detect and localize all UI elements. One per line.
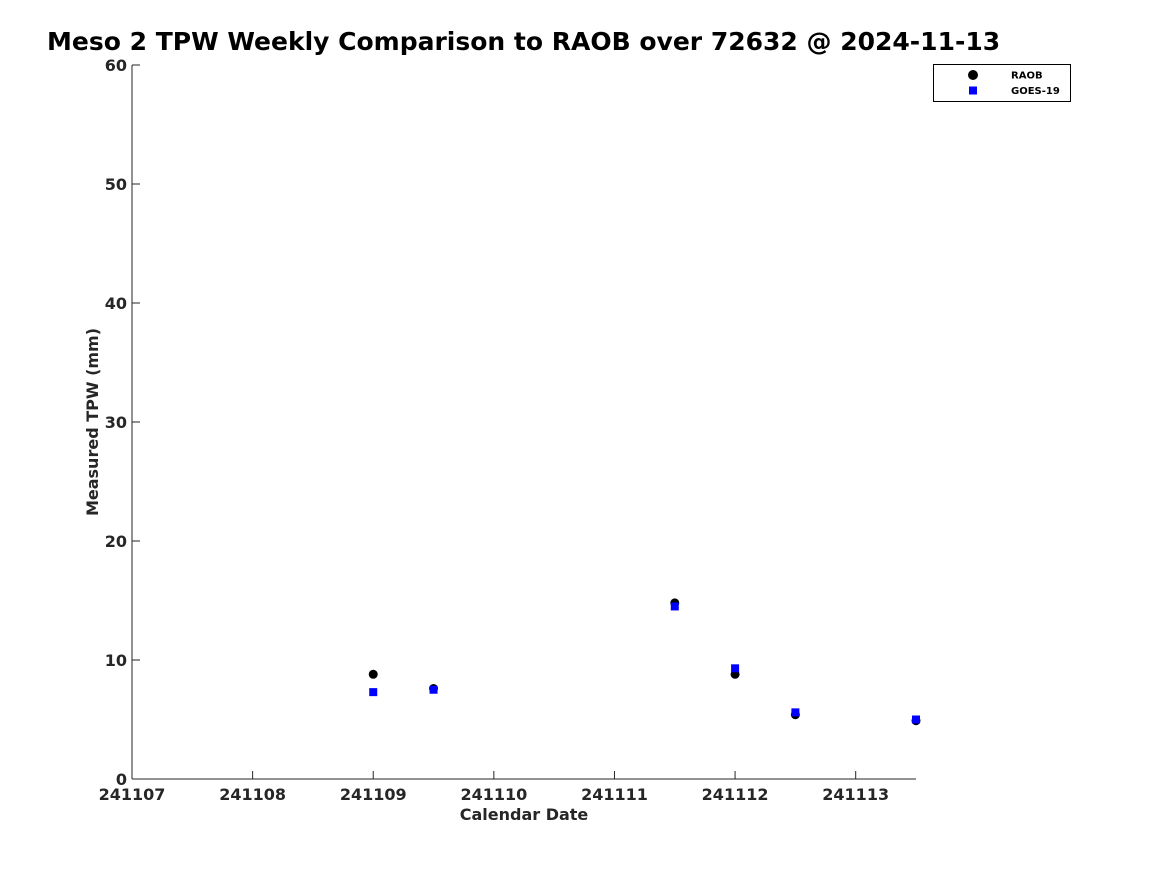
y-tick-label: 40 [105,294,127,313]
goes-19-point [429,685,438,694]
legend-marker-raob [968,70,978,80]
y-tick-label: 20 [105,532,127,551]
x-tick-label: 241112 [702,785,769,804]
legend-marker-goes-19 [969,86,977,95]
data-points [368,598,921,726]
goes-19-point [670,602,679,611]
goes-19-point [731,664,740,673]
y-tick-label: 0 [116,770,127,789]
y-axis-label: Measured TPW (mm) [83,328,102,516]
y-tick-label: 30 [105,413,127,432]
goes-19-point [912,715,920,724]
x-tick-label: 241111 [581,785,648,804]
chart-title: Meso 2 TPW Weekly Comparison to RAOB ove… [47,27,1001,56]
legend-label-raob: RAOB [1011,71,1043,82]
legend: RAOB GOES-19 [933,64,1071,102]
y-tick-label: 50 [105,175,127,194]
x-tick-label: 241110 [460,785,527,804]
legend-label-goes-19: GOES-19 [1011,86,1060,97]
y-tick-label: 60 [105,56,127,75]
raob-point [368,669,378,679]
y-tick-label: 10 [105,651,127,670]
axes: 0 10 20 30 40 50 60 241107 241108 241109 241110 241… [83,56,916,824]
legend-box [933,64,1071,102]
x-tick-label: 241109 [340,785,407,804]
x-tick-label: 241113 [822,785,889,804]
goes-19-point [791,708,800,717]
x-tick-label: 241107 [99,785,166,804]
x-tick-label: 241108 [219,785,286,804]
x-axis-label: Calendar Date [460,805,589,824]
goes-19-point [369,688,378,697]
